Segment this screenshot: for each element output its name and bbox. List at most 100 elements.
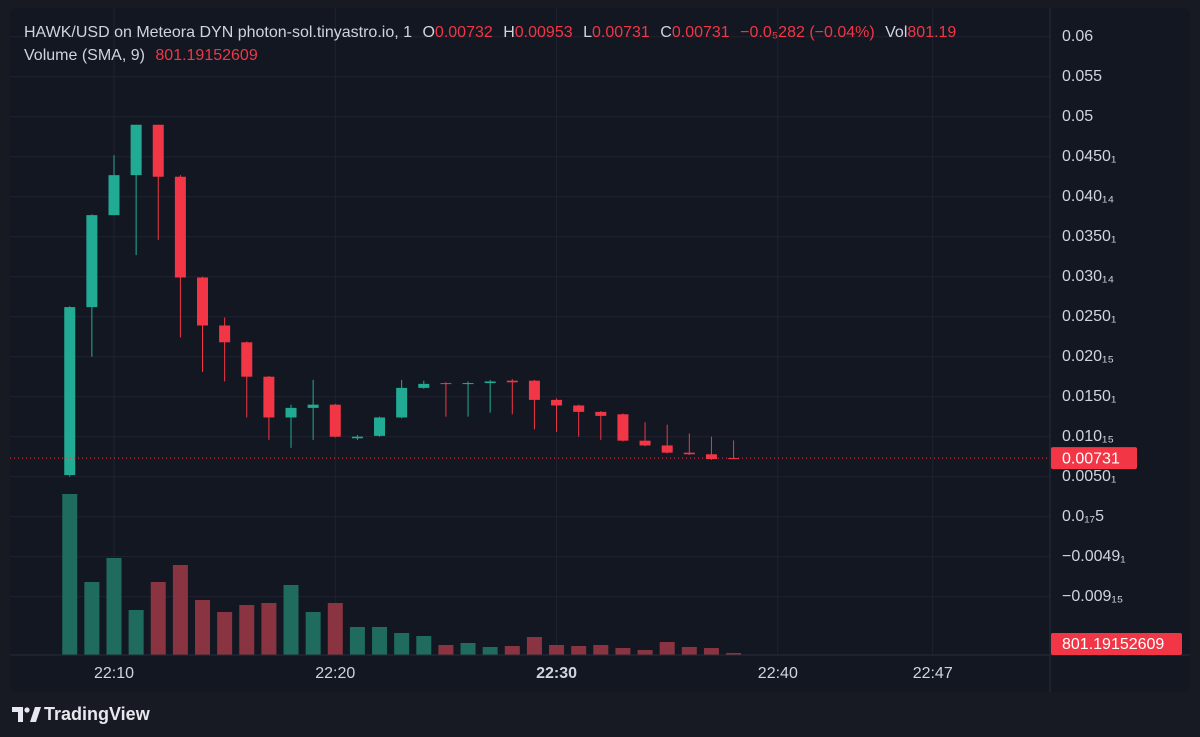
volume-bar (681, 647, 697, 655)
last-volume-tag (1051, 633, 1182, 655)
volume-bar (726, 652, 742, 655)
candle-body (573, 405, 585, 412)
volume-bar (261, 603, 277, 655)
logo-mark (12, 707, 23, 722)
volume-bar (416, 636, 432, 655)
y-tick-label: 0.0350₁ (1062, 228, 1116, 245)
y-tick-label: 0.0450₁ (1062, 148, 1116, 165)
candle-body (506, 380, 518, 383)
candle-body (595, 411, 607, 416)
last-price-label: 0.00731 (1062, 450, 1120, 467)
volume-bar (526, 637, 542, 655)
candle-body (683, 452, 695, 455)
volume-bar (84, 582, 100, 655)
candle-body (418, 383, 430, 388)
o-value: 0.00732 (435, 24, 493, 41)
candle-body (197, 277, 209, 326)
candle-body (130, 124, 142, 176)
candle-body (351, 436, 363, 439)
x-tick-label: 22:40 (758, 665, 798, 682)
last-volume-label: 801.19152609 (1062, 636, 1164, 653)
candle-body (374, 417, 386, 436)
volume-bar (549, 645, 565, 655)
l-value: 0.00731 (592, 24, 650, 41)
volume-bar (349, 627, 365, 655)
y-tick-label: 0.020₁₅ (1062, 348, 1114, 365)
candle-body (329, 404, 341, 437)
candle-body (152, 124, 164, 177)
y-tick-label: −0.0049₁ (1062, 548, 1126, 565)
volume-bar (482, 647, 498, 655)
y-tick-label: 0.010₁₅ (1062, 428, 1114, 445)
volume-bar (217, 612, 233, 655)
volume-bar (128, 610, 144, 655)
chart-pane (10, 8, 1190, 692)
volume-bar (305, 612, 321, 655)
x-tick-label: 22:30 (536, 665, 577, 682)
candle-body (617, 414, 629, 441)
candle-body (285, 407, 297, 418)
axes: 0.06 0.055 0.05 0.0450₁ 0.040₁₄ 0.0350₁ 0.030₁… (94, 28, 1182, 682)
y-tick-label: 0.0050₁ (1062, 468, 1116, 485)
volume-bar (593, 645, 609, 655)
candle-body (64, 307, 76, 476)
y-tick-label: 0.055 (1062, 68, 1102, 85)
c-label: C (660, 24, 672, 41)
candle-body (639, 440, 651, 446)
y-tick-label: −0.009₁₅ (1062, 588, 1123, 605)
volume-bar (615, 648, 631, 655)
volume-bar (504, 646, 520, 655)
candle-body (551, 399, 563, 406)
candle-body (484, 381, 496, 384)
logo-dot (24, 707, 30, 713)
brand-logo: TradingView (12, 704, 151, 724)
c-value: 0.00731 (672, 24, 730, 41)
volume-bar (659, 642, 675, 655)
volume-bar (283, 585, 299, 655)
volume-bar (637, 650, 653, 655)
logo-slash (30, 707, 41, 722)
volume-layer (62, 494, 742, 655)
change: −0.0₅282 (−0.04%) (740, 24, 875, 41)
volume-bar (150, 582, 166, 655)
candle-layer (10, 124, 1050, 477)
volume-bar (327, 603, 343, 655)
volume-bar (195, 600, 211, 655)
volume-bar (438, 645, 454, 655)
volume-bar (571, 646, 587, 655)
candle-body (728, 458, 740, 460)
candle-body (705, 454, 717, 460)
y-tick-label: 0.040₁₄ (1062, 188, 1114, 205)
volume-bar (62, 494, 78, 655)
vol-label: Vol (885, 24, 907, 41)
o-label: O (422, 24, 434, 41)
x-tick-label: 22:10 (94, 665, 134, 682)
volume-title: Volume (SMA, 9) (24, 47, 145, 64)
candle-body (528, 380, 540, 400)
volume-bar (172, 565, 188, 655)
volume-bar (394, 633, 410, 655)
candle-body (263, 376, 275, 418)
candle-body (174, 176, 186, 278)
volume-bar (106, 558, 122, 655)
h-value: 0.00953 (515, 24, 573, 41)
volume-bar (460, 643, 476, 655)
volume-bar (239, 605, 255, 655)
l-label: L (583, 24, 592, 41)
y-tick-label: 0.030₁₄ (1062, 268, 1114, 285)
y-tick-label: 0.0250₁ (1062, 308, 1116, 325)
candle-body (661, 445, 673, 453)
vol-value: 801.19 (907, 24, 956, 41)
h-label: H (503, 24, 515, 41)
y-tick-label: 0.06 (1062, 28, 1093, 45)
candle-body (86, 215, 98, 308)
brand-name: TradingView (44, 704, 151, 724)
candle-body (307, 404, 319, 408)
volume-bar (703, 648, 719, 655)
y-tick-label: 0.0150₁ (1062, 388, 1116, 405)
x-tick-label: 22:47 (913, 665, 953, 682)
candle-body (108, 175, 120, 216)
candle-body (396, 387, 408, 418)
candle-body (241, 342, 253, 377)
legend-line: HAWK/USD on Meteora DYN photon-sol.tinya… (24, 24, 956, 41)
